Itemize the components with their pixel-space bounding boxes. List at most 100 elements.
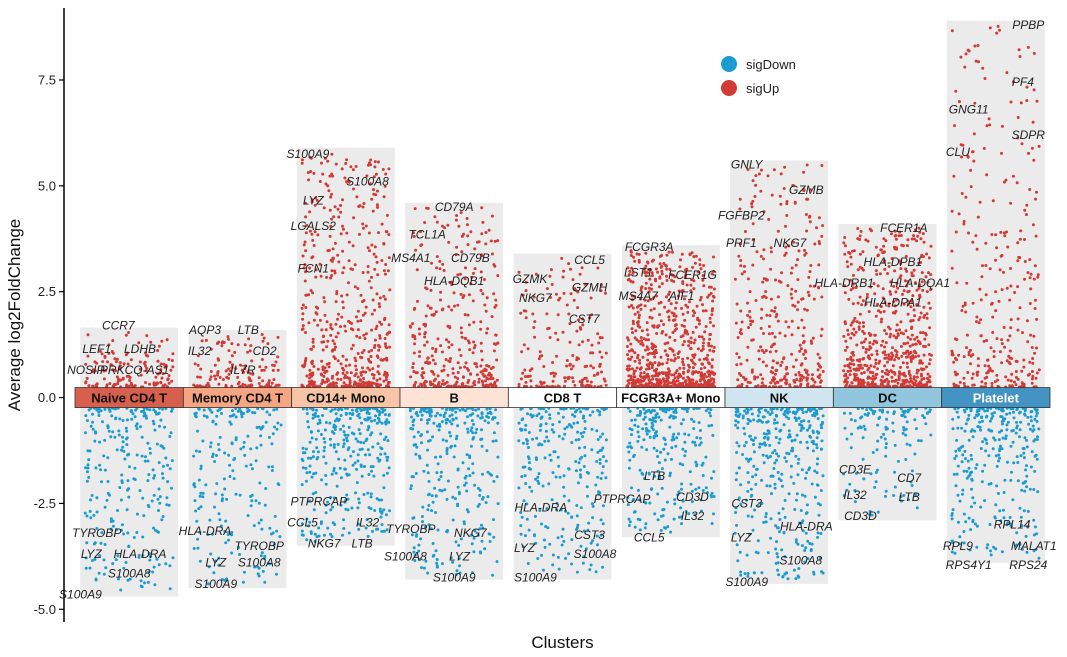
sig-up-point	[631, 349, 635, 353]
sig-down-point	[463, 421, 467, 425]
sig-up-point	[922, 367, 926, 371]
sig-up-point	[532, 295, 536, 299]
sig-down-point	[369, 495, 373, 499]
sig-down-point	[743, 572, 747, 576]
sig-down-point	[491, 573, 495, 577]
sig-up-point	[630, 294, 634, 298]
sig-down-point	[122, 532, 126, 536]
sig-up-point	[412, 370, 416, 373]
sig-up-point	[428, 306, 432, 310]
sig-down-point	[595, 429, 599, 433]
sig-up-point	[748, 310, 752, 313]
sig-up-point	[382, 379, 386, 383]
sig-up-point	[413, 337, 417, 341]
sig-down-point	[627, 466, 631, 470]
sig-up-point	[382, 294, 386, 298]
sig-up-point	[645, 363, 649, 367]
sig-up-point	[643, 298, 647, 302]
sig-up-point	[466, 234, 470, 238]
sig-down-point	[797, 575, 801, 579]
sig-down-point	[442, 415, 446, 419]
sig-up-point	[467, 323, 471, 327]
sig-down-point	[119, 498, 123, 502]
sig-up-point	[799, 384, 802, 388]
sig-down-point	[217, 512, 221, 516]
sig-down-point	[801, 493, 804, 497]
sig-up-point	[432, 312, 436, 316]
sig-down-point	[163, 425, 167, 429]
sig-up-point	[689, 358, 693, 362]
sig-up-point	[370, 381, 374, 385]
sig-up-point	[366, 270, 370, 274]
sig-up-point	[698, 298, 702, 302]
sig-down-point	[421, 520, 424, 524]
sig-up-point	[750, 368, 754, 372]
sig-down-point	[536, 475, 540, 479]
sig-up-point	[128, 379, 132, 382]
sig-down-point	[520, 428, 523, 432]
sig-down-point	[424, 525, 427, 529]
sig-up-point	[260, 358, 264, 361]
sig-down-point	[472, 422, 475, 426]
sig-up-point	[883, 371, 887, 375]
sig-down-point	[476, 504, 480, 508]
sig-up-point	[640, 341, 644, 345]
sig-down-point	[637, 435, 641, 439]
sig-up-point	[167, 381, 171, 385]
sig-down-point	[486, 495, 490, 499]
sig-down-point	[670, 457, 673, 461]
sig-up-point	[805, 376, 809, 380]
sig-up-point	[672, 353, 676, 357]
sig-up-point	[320, 340, 324, 344]
sig-down-point	[307, 425, 311, 429]
sig-up-point	[858, 252, 862, 256]
sig-down-point	[557, 464, 561, 468]
sig-up-point	[303, 279, 307, 283]
sig-up-point	[870, 229, 873, 233]
sig-down-point	[232, 477, 236, 481]
sig-down-point	[134, 408, 138, 412]
sig-up-point	[353, 356, 357, 360]
sig-up-point	[371, 298, 375, 302]
sig-up-point	[666, 310, 669, 314]
sig-up-point	[323, 366, 327, 370]
sig-down-point	[348, 417, 352, 420]
sig-down-point	[469, 429, 473, 432]
sig-up-point	[533, 320, 537, 324]
sig-up-point	[852, 327, 856, 331]
sig-up-point	[928, 306, 932, 310]
sig-down-point	[589, 563, 593, 567]
sig-down-point	[806, 539, 810, 543]
sig-up-point	[494, 384, 498, 388]
sig-down-point	[748, 532, 751, 536]
sig-up-point	[450, 308, 454, 312]
sig-down-point	[324, 511, 328, 515]
sig-up-point	[361, 366, 364, 370]
sig-down-point	[492, 535, 496, 539]
sig-down-point	[471, 571, 475, 575]
sig-up-point	[378, 345, 382, 349]
sig-down-point	[124, 426, 128, 430]
sig-up-point	[480, 349, 483, 353]
sig-up-point	[712, 295, 716, 299]
sig-up-point	[843, 364, 847, 368]
sig-up-point	[569, 367, 573, 371]
sig-up-point	[343, 176, 347, 180]
sig-down-point	[300, 483, 304, 487]
sig-down-point	[791, 449, 795, 453]
sig-up-point	[883, 329, 887, 332]
sig-down-point	[147, 570, 151, 574]
sig-down-point	[738, 412, 742, 416]
sig-up-point	[676, 379, 680, 383]
sig-down-point	[457, 490, 461, 494]
sig-up-point	[753, 195, 757, 198]
sig-down-point	[465, 453, 469, 457]
sig-down-point	[318, 421, 322, 425]
sig-down-point	[357, 522, 360, 526]
sig-up-point	[674, 306, 677, 310]
sig-up-point	[316, 367, 320, 371]
sig-down-point	[557, 411, 560, 415]
sig-down-point	[521, 545, 525, 549]
sig-down-point	[430, 494, 434, 498]
sig-up-point	[631, 322, 635, 326]
